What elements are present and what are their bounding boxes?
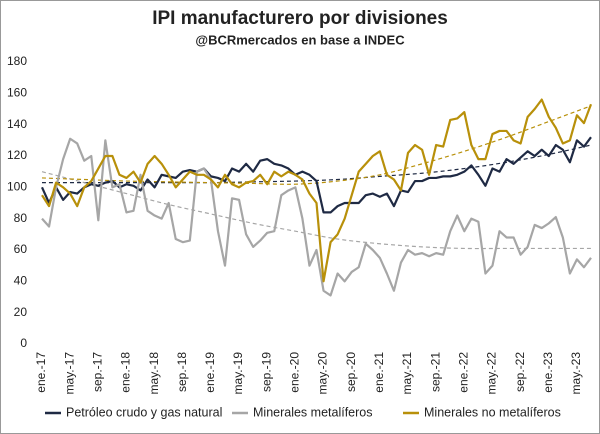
y-tick-label: 40 xyxy=(14,274,28,288)
x-tick-label: may.-22 xyxy=(485,352,499,395)
x-tick-label: ene.-23 xyxy=(541,352,555,393)
x-tick-label: may.-21 xyxy=(400,352,414,395)
y-tick-label: 0 xyxy=(20,336,27,350)
x-tick-label: may.-20 xyxy=(316,352,330,395)
x-tick-label: may.-23 xyxy=(569,352,583,395)
legend-label: Minerales no metalíferos xyxy=(424,405,561,419)
y-tick-label: 80 xyxy=(14,211,28,225)
x-tick-label: sep.-20 xyxy=(344,352,358,392)
x-tick-label: ene.-19 xyxy=(203,352,217,393)
series-line xyxy=(40,136,592,214)
chart-subtitle: @BCRmercados en base a INDEC xyxy=(195,32,405,47)
x-tick-label: ene.-22 xyxy=(456,352,470,393)
trend-line xyxy=(41,171,591,250)
y-tick-label: 160 xyxy=(7,86,27,100)
y-tick-label: 20 xyxy=(14,305,28,319)
series-line xyxy=(41,98,593,283)
legend-label: Petróleo crudo y gas natural xyxy=(66,405,222,419)
x-tick-label: sep.-18 xyxy=(175,352,189,392)
y-tick-label: 120 xyxy=(7,148,27,162)
x-tick-label: ene.-20 xyxy=(288,352,302,393)
x-tick-label: sep.-21 xyxy=(428,352,442,392)
x-tick-label: sep.-19 xyxy=(259,352,273,392)
x-tick-label: ene.-18 xyxy=(119,352,133,393)
x-tick-label: sep.-22 xyxy=(513,352,527,392)
chart-title: IPI manufacturero por divisiones xyxy=(152,8,448,29)
x-tick-label: may.-17 xyxy=(62,352,76,395)
x-tick-label: may.-19 xyxy=(231,352,245,395)
x-tick-label: ene.-21 xyxy=(372,352,386,393)
y-tick-label: 60 xyxy=(14,242,28,256)
y-tick-label: 140 xyxy=(7,117,27,131)
x-tick-label: ene.-17 xyxy=(34,352,48,393)
x-tick-label: may.-18 xyxy=(147,352,161,395)
legend-label: Minerales metalíferos xyxy=(253,405,373,419)
series-line xyxy=(41,137,592,297)
y-tick-label: 180 xyxy=(7,54,27,68)
x-tick-label: sep.-17 xyxy=(90,352,104,392)
y-tick-label: 100 xyxy=(7,180,27,194)
